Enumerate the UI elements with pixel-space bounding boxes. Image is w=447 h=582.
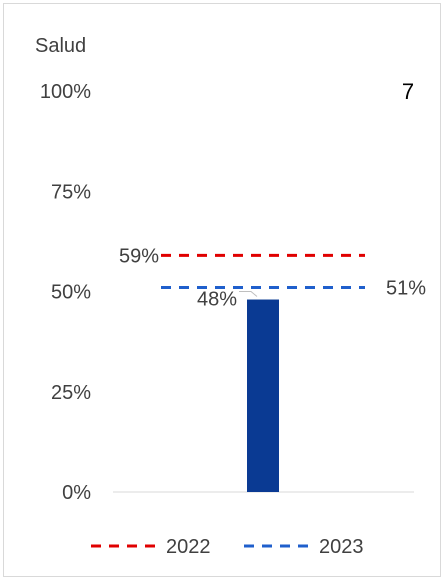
reference-line-label-2022: 59% [119, 245, 159, 267]
y-axis: 0% 25% 50% 75% 100% [40, 81, 91, 504]
chart-title: Salud [35, 35, 86, 57]
bar-data-label: 48% [197, 289, 237, 311]
y-tick-label: 0% [62, 482, 91, 504]
y-tick-label: 25% [51, 382, 91, 404]
reference-lines: 59% 51% [119, 245, 426, 299]
chart-legend: 2022 2023 [91, 536, 364, 558]
legend-label-2023: 2023 [319, 536, 364, 558]
y-tick-label: 75% [51, 181, 91, 203]
reference-line-label-2023: 51% [386, 277, 426, 299]
chart-frame [3, 3, 441, 577]
bar [247, 299, 279, 492]
y-tick-label: 50% [51, 282, 91, 304]
bar-label-leader [239, 291, 258, 297]
corner-label: 7 [402, 79, 414, 104]
y-tick-label: 100% [40, 81, 91, 103]
legend-label-2022: 2022 [166, 536, 211, 558]
bars: 48% [197, 289, 279, 492]
